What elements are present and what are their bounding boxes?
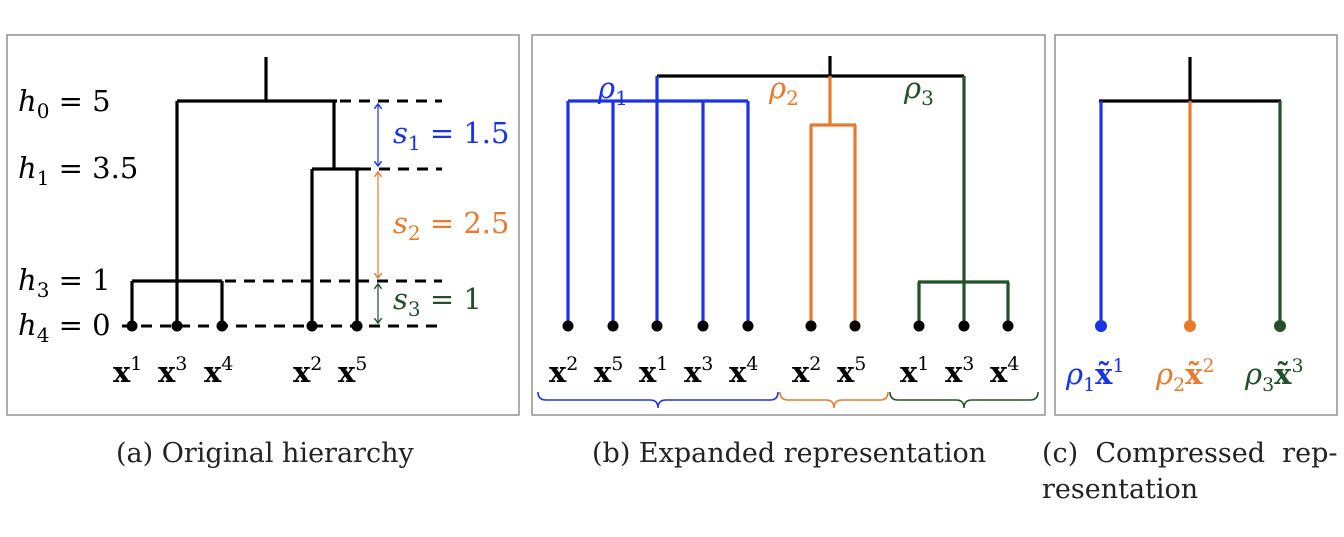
scale-label-s1: s1 = 1.5 (393, 116, 509, 155)
scale-label-s2: s2 = 2.5 (393, 206, 509, 245)
compressed-leaf-3: ρ3x̃3 (1244, 355, 1304, 396)
branch-rho2 (809, 76, 857, 326)
leaf-label: x3 (684, 353, 713, 389)
rho-label-1: ρ1 (597, 71, 628, 110)
leaf-label: x4 (990, 353, 1019, 389)
leaf-label: x1 (113, 353, 142, 389)
scale-label-s3: s3 = 1 (393, 282, 482, 321)
leaf-dot-c-2 (1184, 320, 1196, 332)
brace-rho1 (537, 391, 779, 409)
caption-b: (b) Expanded representation (592, 438, 987, 469)
leaf-label: x2 (293, 353, 322, 389)
brace-rho2 (779, 391, 889, 409)
height-dashes (122, 99, 442, 328)
leaf-label: x5 (837, 353, 866, 389)
leaf-label: x4 (729, 353, 758, 389)
panel-c: ρ1x̃1 ρ2x̃2 ρ3x̃3 (1054, 34, 1338, 416)
height-label-h1: h1 = 3.5 (18, 151, 138, 190)
rho-label-3: ρ3 (903, 71, 934, 110)
leaf-label: x1 (900, 353, 929, 389)
leaf-dots-a (126, 320, 363, 332)
branch-rho1 (566, 76, 750, 326)
leaf-label: x3 (158, 353, 187, 389)
leaf-dot-c-3 (1274, 320, 1286, 332)
compressed-leaf-1: ρ1x̃1 (1065, 355, 1125, 396)
panel-b-frame (531, 34, 1046, 416)
leaf-label: x2 (792, 353, 821, 389)
leaf-label: x1 (639, 353, 668, 389)
rho-label-2: ρ2 (768, 71, 799, 110)
height-label-h3: h3 = 1 (18, 263, 111, 302)
caption-a: (a) Original hierarchy (116, 438, 414, 469)
height-label-h0: h0 = 5 (18, 84, 111, 123)
leaf-dots-b (562, 320, 1014, 332)
leaf-label: x2 (549, 353, 578, 389)
brace-rho3 (889, 391, 1039, 409)
height-label-h4: h4 = 0 (18, 308, 111, 347)
caption-c-line2: resentation (1042, 474, 1199, 505)
leaf-label: x4 (204, 353, 233, 389)
caption-c-line1: (c) Compressed rep- (1042, 438, 1338, 469)
panel-b: ρ1 ρ2 ρ3 x2 x5 x1 x3 x4 x2 x5 x1 x3 x4 (531, 34, 1046, 416)
dendrogram-b-root (657, 56, 964, 78)
leaf-label: x3 (945, 353, 974, 389)
branch-rho3 (917, 76, 1010, 326)
compressed-leaf-2: ρ2x̃2 (1155, 355, 1215, 396)
panel-a: h0 = 5 h1 = 3.5 h3 = 1 h4 = 0 (6, 34, 520, 416)
leaf-label: x5 (338, 353, 367, 389)
leaf-dot-c-1 (1095, 320, 1107, 332)
dendrogram-c-root (1099, 57, 1281, 103)
dendrogram-a (130, 57, 360, 326)
panel-a-frame (6, 34, 520, 416)
panel-c-frame (1054, 34, 1338, 416)
leaf-label: x5 (594, 353, 623, 389)
